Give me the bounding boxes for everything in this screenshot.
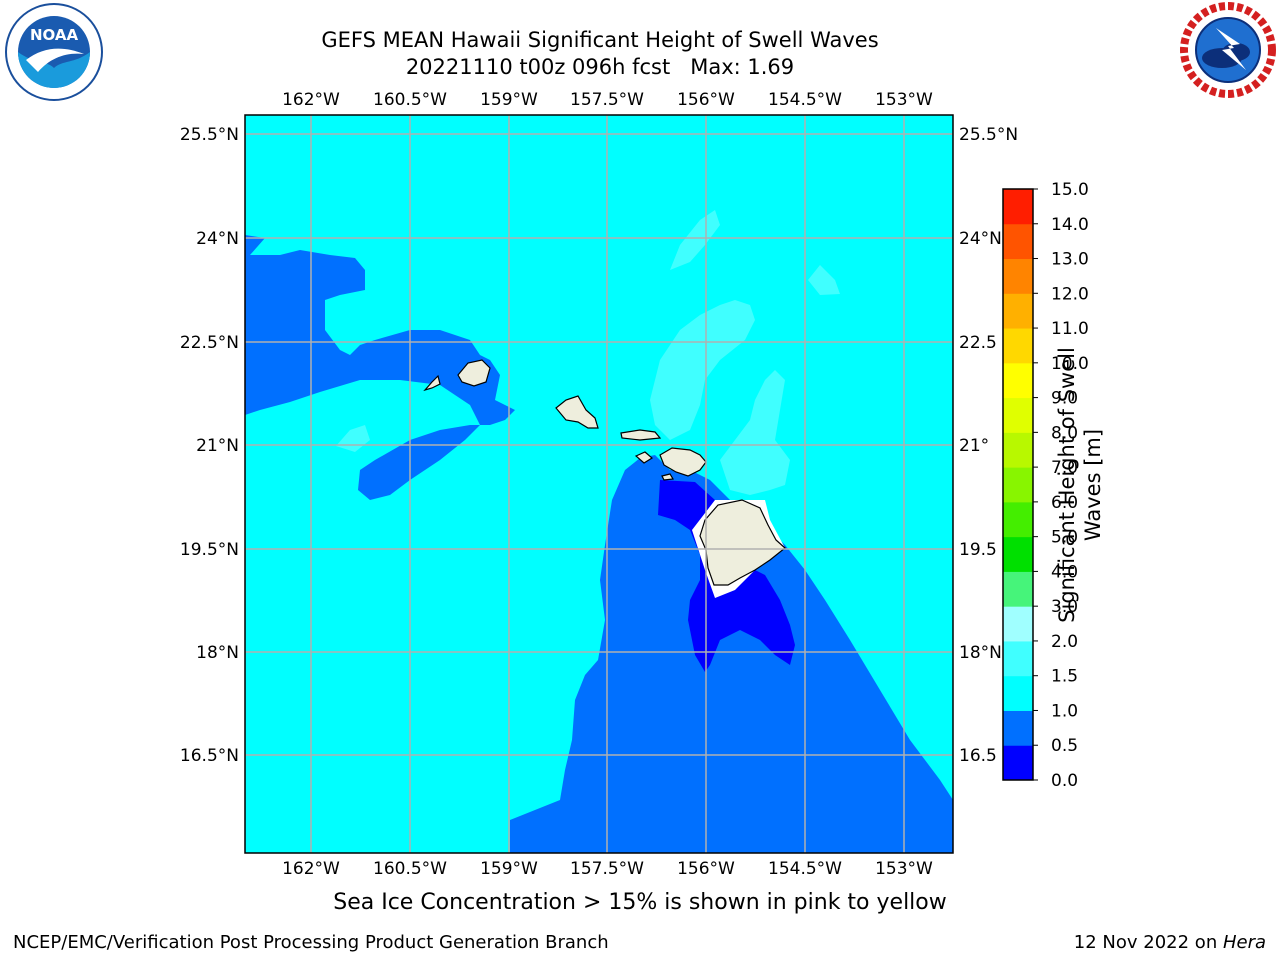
island-kahoolawe — [661, 473, 674, 481]
island-lanai — [634, 451, 654, 464]
island-hawaii — [699, 499, 786, 586]
colorbar-swatch — [1003, 397, 1033, 433]
lon-tick-bottom: 156°W — [677, 859, 735, 879]
colorbar-label: Significant Height of Swell Waves [m] — [1055, 347, 1105, 623]
lat-tick-left: 22.5°N — [180, 333, 239, 353]
colorbar-tick-label: 0.0 — [1051, 771, 1078, 791]
swell-contour-0.5-1.0-northwest — [245, 235, 515, 500]
lat-tick-right: 21° — [959, 436, 989, 456]
colorbar-swatch — [1003, 223, 1033, 260]
lat-tick-left: 24°N — [196, 229, 239, 249]
swell-contour-1.5-2.0-east — [720, 370, 790, 495]
swell-contour-1.5-2.0-channel — [650, 300, 755, 440]
colorbar-tick-label: 3.0 — [1051, 597, 1078, 617]
noaa-logo-text: NOAA — [30, 26, 79, 44]
colorbar-swatch — [1003, 467, 1033, 503]
colorbar-tick-label: 9.0 — [1051, 389, 1078, 409]
lat-tick-right: 25.5°N — [959, 125, 1018, 145]
sea-ice-note-text: Sea Ice Concentration > 15% is shown in … — [333, 890, 947, 915]
swell-contour-1.5-2.0-ne — [808, 265, 840, 295]
colorbar-tick-label: 1.0 — [1051, 701, 1078, 721]
island-molokai — [620, 429, 662, 441]
lat-tick-right: 18°N — [959, 643, 1002, 663]
lon-tick-top: 154.5°W — [768, 90, 842, 110]
colorbar-tick-label: 11.0 — [1051, 319, 1089, 339]
colorbar-swatch — [1003, 606, 1033, 642]
colorbar-swatch — [1003, 328, 1033, 364]
colorbar-tick-label: 8.0 — [1051, 423, 1078, 443]
lon-tick-bottom: 157.5°W — [570, 859, 644, 879]
lat-tick-left: 18°N — [196, 643, 239, 663]
colorbar-tick-label: 0.5 — [1051, 736, 1078, 756]
colorbar-swatch — [1003, 362, 1033, 399]
island-niihau — [423, 374, 441, 392]
lon-tick-top: 153°W — [875, 90, 933, 110]
map-grid — [245, 115, 953, 853]
island-maui — [659, 447, 707, 477]
colorbar-swatch — [1003, 571, 1033, 607]
lat-tick-left: 19.5°N — [180, 540, 239, 560]
colorbar-swatch — [1003, 745, 1033, 781]
island-kauai — [457, 359, 491, 387]
lat-tick-right: 22.5 — [959, 333, 997, 353]
colorbar-tick-label: 15.0 — [1051, 180, 1089, 200]
lon-tick-bottom: 159°W — [480, 859, 538, 879]
colorbar-swatch — [1003, 293, 1033, 329]
lon-tick-top: 162°W — [282, 90, 340, 110]
colorbar-tick-label: 10.0 — [1051, 354, 1089, 374]
colorbar-tick-label: 7.0 — [1051, 458, 1078, 478]
colorbar-tick-label: 4.0 — [1051, 562, 1078, 582]
colorbar-swatch — [1003, 640, 1033, 677]
swell-contour-1.5-2.0-north — [670, 210, 720, 270]
colorbar-tick-label: 1.5 — [1051, 667, 1078, 687]
lat-tick-right: 16.5 — [959, 746, 997, 766]
map-frame — [244, 114, 954, 854]
island-oahu — [555, 395, 599, 429]
title-line-2: 20221110 t00z 096h fcst Max: 1.69 — [405, 55, 795, 79]
colorbar-frame — [1002, 188, 1034, 781]
nws-logo — [1180, 2, 1276, 98]
lon-tick-top: 157.5°W — [570, 90, 644, 110]
colorbar-tick-label: 12.0 — [1051, 284, 1089, 304]
sea-ice-note: Sea Ice Concentration > 15% is shown in … — [0, 890, 1280, 915]
lon-tick-bottom: 160.5°W — [373, 859, 447, 879]
colorbar-tick-label: 6.0 — [1051, 493, 1078, 513]
colorbar-swatch — [1003, 258, 1033, 294]
lat-tick-left: 21°N — [196, 436, 239, 456]
lat-tick-right: 24°N — [959, 229, 1002, 249]
colorbar-swatch — [1003, 710, 1033, 746]
lon-tick-top: 160.5°W — [373, 90, 447, 110]
footer-machine: Hera — [1222, 932, 1266, 953]
colorbar-tick-label: 2.0 — [1051, 632, 1078, 652]
title-line-1: GEFS MEAN Hawaii Significant Height of S… — [321, 28, 879, 52]
lon-tick-top: 159°W — [480, 90, 538, 110]
lat-tick-right: 19.5 — [959, 540, 997, 560]
colorbar-swatch — [1003, 501, 1033, 538]
colorbar-tick-label: 14.0 — [1051, 215, 1089, 235]
colorbar-swatch — [1003, 536, 1033, 572]
footer-date: 12 Nov 2022 on Hera — [1074, 932, 1266, 953]
lat-tick-left: 25.5°N — [180, 125, 239, 145]
lon-tick-bottom: 153°W — [875, 859, 933, 879]
colorbar-swatch — [1003, 675, 1033, 711]
colorbar-tick-label: 13.0 — [1051, 250, 1089, 270]
lon-tick-bottom: 154.5°W — [768, 859, 842, 879]
footer-credit: NCEP/EMC/Verification Post Processing Pr… — [13, 932, 609, 953]
colorbar-swatch — [1003, 189, 1033, 225]
colorbar: 0.0 0.5 1.0 1.5 2.0 3.0 4.0 5.0 6.0 7.0 8.0 9.0 10.0… — [1002, 180, 1089, 791]
swell-contour-0.5-1.0-south — [510, 455, 953, 853]
lat-tick-left: 16.5°N — [180, 746, 239, 766]
noaa-logo: NOAA — [5, 3, 103, 101]
map-plot-area — [245, 115, 953, 853]
colorbar-tick-label: 5.0 — [1051, 528, 1078, 548]
colorbar-swatch — [1003, 432, 1033, 468]
footer-date-text: 12 Nov 2022 on — [1073, 932, 1223, 953]
lon-tick-top: 156°W — [677, 90, 735, 110]
lon-tick-bottom: 162°W — [282, 859, 340, 879]
